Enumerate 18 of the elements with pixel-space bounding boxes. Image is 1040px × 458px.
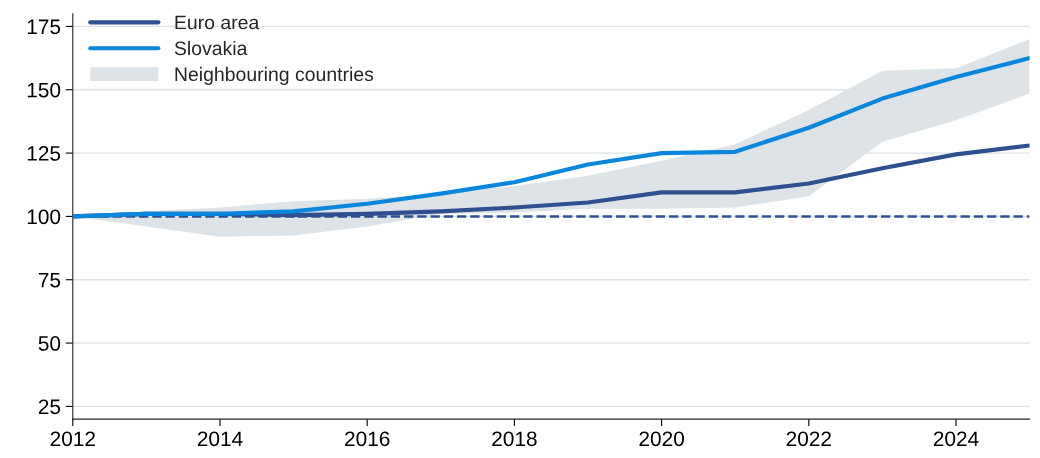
y-tick-label: 150 bbox=[27, 82, 61, 98]
legend-label: Slovakia bbox=[174, 40, 248, 56]
y-tick-label: 175 bbox=[27, 19, 61, 35]
y-tick-label: 50 bbox=[38, 336, 61, 351]
legend-label: Neighbouring countries bbox=[175, 66, 374, 85]
x-tick-label: 2018 bbox=[492, 431, 537, 447]
x-tick-label: 2024 bbox=[933, 431, 979, 447]
y-tick-label: 100 bbox=[27, 209, 61, 225]
x-tick-label: 2022 bbox=[786, 431, 831, 447]
line-series bbox=[72, 55, 1030, 219]
y-tick-label: 125 bbox=[27, 146, 61, 161]
y-tick-label: 25 bbox=[38, 399, 61, 415]
x-tick-label: 2012 bbox=[50, 431, 95, 447]
x-tick-label: 2016 bbox=[345, 431, 390, 447]
x-tick-label: 2014 bbox=[197, 431, 243, 447]
y-tick-label: 75 bbox=[38, 272, 61, 288]
x-tick-label: 2020 bbox=[639, 431, 684, 447]
legend-label: Euro area bbox=[175, 15, 260, 30]
